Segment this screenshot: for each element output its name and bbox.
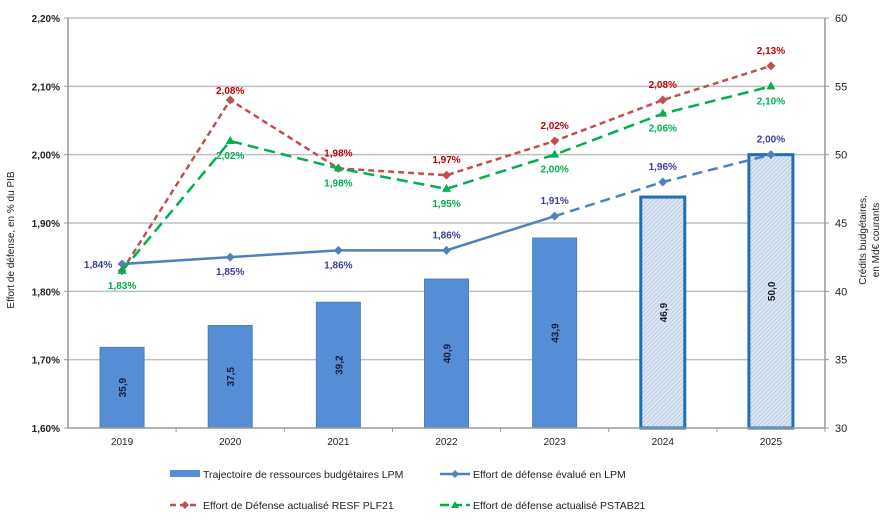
data-label: 1,97%: [432, 155, 460, 166]
data-label: 1,85%: [216, 267, 244, 278]
bar-value-label: 40,9: [443, 343, 454, 363]
left-tick-label: 1,90%: [32, 219, 60, 230]
triangle-marker: [225, 136, 235, 144]
bar-value-label: 46,9: [659, 302, 670, 322]
data-label: 1,96%: [649, 162, 677, 173]
bar-value-label: 43,9: [551, 323, 562, 343]
right-axis-title-line1: Crédits budgétaires,: [858, 195, 869, 285]
right-axis-title-line2: en Md€ courants: [871, 203, 882, 278]
bar-value-label: 39,2: [334, 355, 345, 375]
data-label: 1,95%: [432, 199, 460, 210]
x-tick-label: 2025: [760, 437, 783, 448]
diamond-marker: [451, 470, 459, 478]
diamond-marker: [225, 252, 235, 262]
right-tick-label: 30: [835, 423, 847, 435]
bar-2020: [207, 325, 253, 429]
diamond-marker: [550, 211, 560, 221]
diamond-marker: [658, 95, 668, 105]
left-tick-label: 1,80%: [32, 287, 60, 298]
data-label: 1,86%: [432, 230, 460, 241]
data-label: 1,91%: [540, 196, 568, 207]
x-tick-label: 2023: [544, 437, 567, 448]
legend-swatch: [170, 470, 200, 477]
data-label: 2,02%: [540, 121, 568, 132]
right-tick-label: 50: [835, 150, 847, 162]
left-tick-label: 1,70%: [32, 356, 60, 367]
data-label: 1,98%: [324, 178, 352, 189]
triangle-marker: [658, 108, 668, 117]
diamond-marker: [225, 95, 235, 105]
diamond-marker: [550, 136, 560, 146]
diamond-marker: [181, 501, 189, 509]
x-tick-label: 2020: [219, 437, 242, 448]
axes: 1,60% 1,70% 1,80% 1,90% 2,00% 2,10% 2,20% 30 35 4…: [32, 13, 848, 448]
triangle-marker: [442, 183, 451, 192]
data-label: 2,02%: [216, 151, 244, 162]
triangle-marker: [333, 163, 343, 172]
triangle-marker: [117, 265, 127, 274]
bar-2022: [424, 278, 469, 429]
diamond-marker: [658, 177, 668, 187]
data-label: 1,84%: [84, 260, 112, 271]
right-tick-label: 60: [835, 13, 847, 25]
data-label: 2,13%: [757, 46, 785, 57]
right-tick-label: 40: [835, 286, 847, 298]
left-axis-title: Effort de défense, en % du PIB: [6, 171, 17, 308]
gridlines: [68, 17, 825, 361]
diamond-marker: [333, 245, 343, 255]
right-tick-label: 45: [835, 218, 847, 230]
bar-value-label: 37,5: [226, 367, 237, 387]
data-label: 1,83%: [108, 281, 136, 292]
bar-value-label: 35,9: [118, 378, 129, 398]
triangle-marker: [766, 81, 776, 90]
data-label: 1,98%: [324, 148, 352, 159]
bar-2021: [315, 301, 361, 429]
diamond-marker: [766, 61, 776, 71]
x-tick-label: 2022: [435, 437, 458, 448]
diamond-marker: [442, 245, 451, 255]
legend-item-1: Trajectoire de ressources budgétaires LP…: [170, 469, 403, 481]
legend-item-2: Effort de défense évalué en LPM: [440, 469, 626, 481]
right-tick-label: 55: [835, 81, 847, 93]
diamond-marker: [766, 150, 776, 160]
data-label: 2,06%: [649, 124, 677, 135]
left-tick-label: 2,00%: [32, 151, 60, 162]
x-tick-label: 2021: [327, 437, 350, 448]
legend-label: Trajectoire de ressources budgétaires LP…: [203, 469, 403, 481]
legend-label: Effort de Défense actualisé RESF PLF21: [203, 500, 394, 512]
legend-item-3: Effort de Défense actualisé RESF PLF21: [170, 500, 394, 512]
triangle-marker: [550, 149, 560, 158]
lines: 1,84% 1,85% 1,86% 1,86% 1,91% 1,96% 2,00% 2,08%…: [84, 46, 785, 292]
diamond-marker: [442, 170, 451, 180]
data-label: 2,00%: [540, 165, 568, 176]
left-tick-label: 2,10%: [32, 82, 60, 93]
left-tick-label: 1,60%: [32, 424, 60, 435]
series-1: 1,84% 1,85% 1,86% 1,86% 1,91% 1,96% 2,00%: [84, 135, 785, 278]
data-label: 2,10%: [757, 96, 785, 107]
data-label: 2,08%: [216, 86, 244, 97]
x-tick-label: 2019: [111, 437, 134, 448]
data-label: 2,00%: [757, 135, 785, 146]
legend: Trajectoire de ressources budgétaires LP…: [170, 469, 646, 512]
data-label: 2,08%: [649, 80, 677, 91]
x-tick-label: 2024: [652, 437, 675, 448]
left-tick-label: 2,20%: [32, 14, 60, 25]
bar-value-label: 50,0: [767, 281, 778, 301]
series-3: 1,83% 2,02% 1,98% 1,95% 2,00% 2,06% 2,10%: [108, 81, 785, 292]
data-label: 1,86%: [324, 260, 352, 271]
triangle-marker: [451, 501, 459, 508]
legend-label: Effort de défense actualisé PSTAB21: [473, 500, 646, 512]
right-tick-label: 35: [835, 355, 847, 367]
legend-item-4: Effort de défense actualisé PSTAB21: [440, 500, 646, 512]
legend-label: Effort de défense évalué en LPM: [473, 469, 626, 481]
